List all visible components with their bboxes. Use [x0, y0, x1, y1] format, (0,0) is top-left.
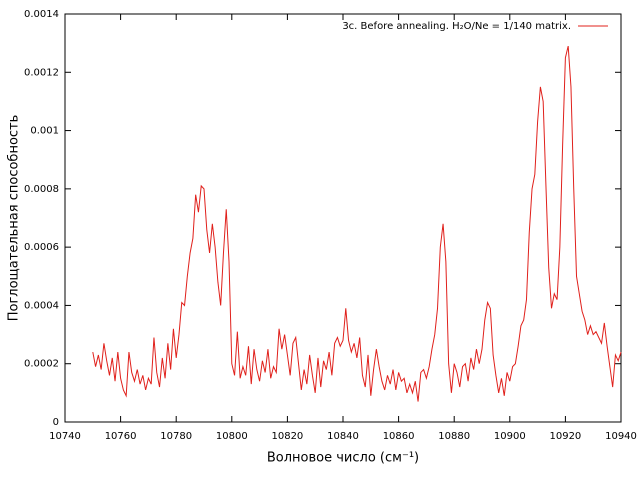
x-tick-label: 10800 [216, 431, 248, 442]
x-tick-label: 10740 [49, 431, 81, 442]
plot-frame [64, 13, 622, 423]
x-tick-label: 10900 [494, 431, 526, 442]
x-tick-label: 10860 [383, 431, 415, 442]
x-tick-label: 10940 [605, 431, 637, 442]
y-tick-label: 0.0002 [24, 359, 59, 370]
x-tick-label: 10920 [549, 431, 581, 442]
y-tick-label: 0.0014 [24, 9, 59, 20]
x-tick-label: 10780 [160, 431, 192, 442]
y-tick-label: 0.0012 [24, 67, 59, 78]
data-line [92, 45, 622, 402]
x-tick-label: 10880 [438, 431, 470, 442]
y-tick-label: 0.0006 [24, 242, 59, 253]
x-tick-label: 10820 [271, 431, 303, 442]
x-tick-label: 10760 [105, 431, 137, 442]
y-tick-label: 0.0008 [24, 184, 59, 195]
x-axis-title: Волновое число (см⁻¹) [267, 451, 419, 466]
x-tick-label: 10840 [327, 431, 359, 442]
y-tick-label: 0.001 [30, 126, 59, 137]
legend-text: 3c. Before annealing. H₂O/Ne = 1/140 mat… [342, 21, 571, 32]
y-tick-label: 0.0004 [24, 300, 59, 311]
y-axis-title: Поглощательная способность [7, 115, 22, 322]
y-tick-label: 0 [53, 417, 59, 428]
